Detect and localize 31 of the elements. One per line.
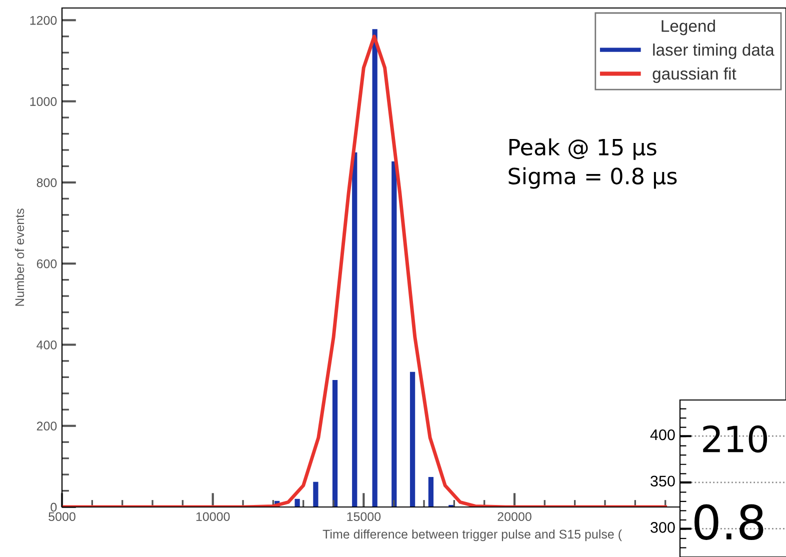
y-tick-label: 1000 [30,97,57,106]
legend-label: laser timing data [653,44,774,60]
x-axis-title: Time difference between trigger pulse and S15 pulse ( [322,529,622,542]
bar [352,152,358,507]
bar [392,161,397,507]
annotation: 210 [703,425,768,453]
x-tick-label: 10000 [196,512,230,522]
annotation: 400 [650,429,675,440]
annotation: Sigma = 0.8 µs [508,167,677,189]
text: 300 [650,522,675,533]
y-tick-label: 800 [36,178,57,188]
y-tick-label: 400 [36,340,57,350]
bar [332,380,338,507]
bar [294,498,300,507]
y-tick-label: 0 [50,502,57,512]
x-tick-label: 5000 [48,512,76,522]
legend-title: Legend [662,20,715,36]
x-tick-label: 20000 [498,512,532,522]
annotation: 350 [650,476,675,487]
y-tick-label: 200 [36,422,57,431]
y-axis-title: Number of events [14,208,24,306]
annotation: 0.8 [694,504,764,540]
annotation: Peak @ 15 µs [509,138,656,160]
legend-label: gaussian fit [652,67,736,83]
bar [313,482,318,507]
y-tick-label: 1200 [30,16,57,25]
y-tick-label: 600 [36,259,57,268]
x-tick-label: 15000 [347,512,381,522]
bar [372,29,378,507]
bar [428,476,434,507]
bar [410,372,416,507]
